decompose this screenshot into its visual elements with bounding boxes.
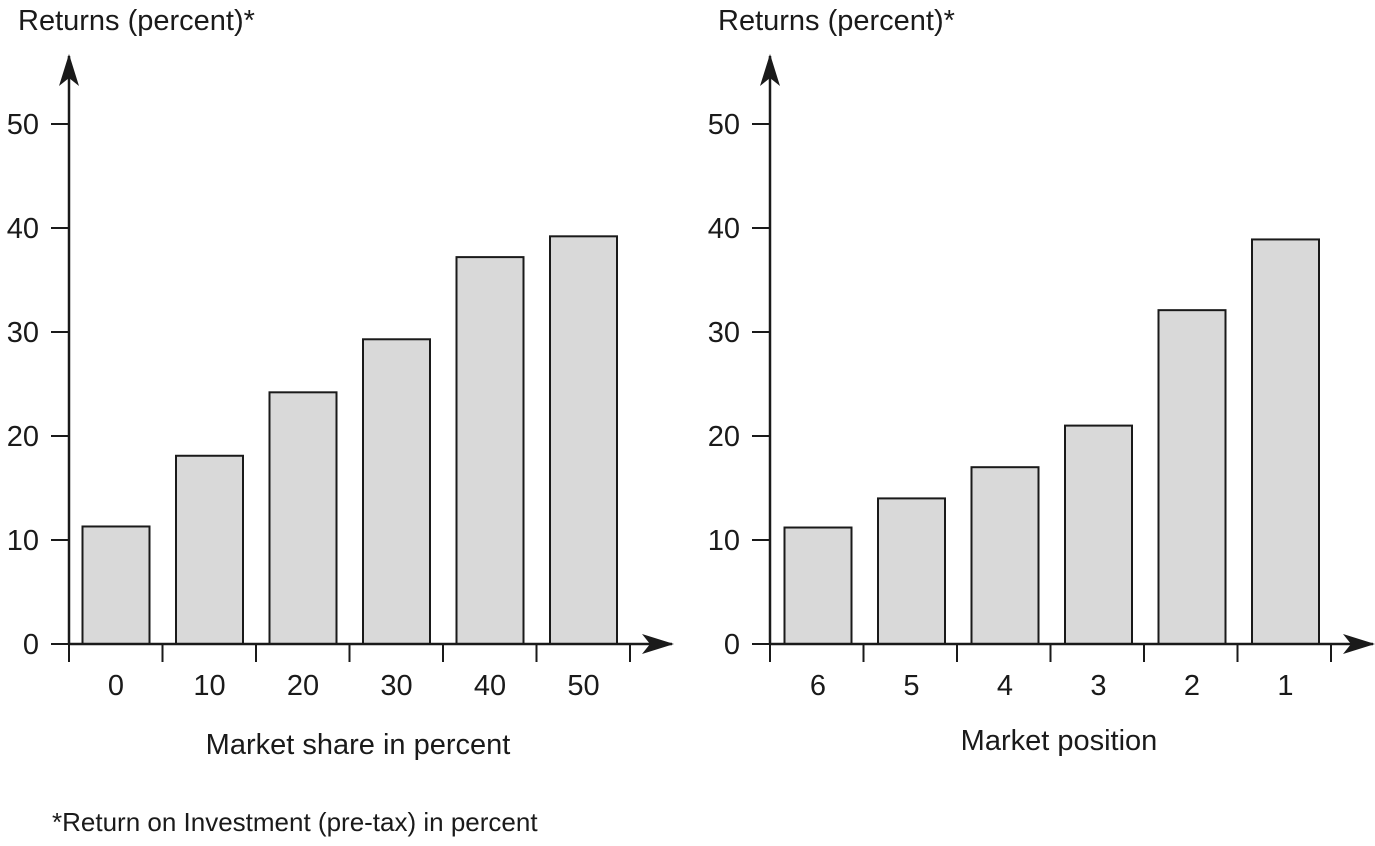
x-tick-label-4: 4 — [997, 670, 1013, 702]
x-tick-label-30: 30 — [380, 670, 412, 702]
x-tick-label-3: 3 — [1090, 670, 1106, 702]
bar-1 — [1251, 238, 1320, 645]
y-tick-label-40: 40 — [7, 213, 39, 245]
axes — [51, 54, 674, 662]
footnote: *Return on Investment (pre-tax) in perce… — [52, 807, 538, 837]
x-tick-label-40: 40 — [474, 670, 506, 702]
x-axis-title: Market share in percent — [206, 729, 511, 761]
x-tick-label-1: 1 — [1277, 670, 1293, 702]
bar-6 — [783, 526, 853, 646]
y-tick-label-10: 10 — [708, 525, 740, 557]
bars — [783, 238, 1320, 646]
market-share-chart: Returns (percent)* 0 10 20 30 40 50 0 10 20 30 40… — [7, 5, 674, 761]
x-tick-label-5: 5 — [903, 670, 919, 702]
axes — [752, 54, 1375, 662]
bar-3 — [1064, 424, 1133, 645]
y-tick-label-20: 20 — [708, 421, 740, 453]
y-axis-title: Returns (percent)* — [18, 5, 255, 37]
market-position-chart: Returns (percent)* 0 10 20 30 40 50 6 5 4 3 2 1 Ma… — [708, 5, 1375, 757]
bar-0 — [81, 525, 151, 645]
y-tick-label-20: 20 — [7, 421, 39, 453]
y-tick-label-30: 30 — [708, 317, 740, 349]
bar-50 — [549, 235, 618, 645]
x-tick-label-20: 20 — [287, 670, 319, 702]
bars — [81, 235, 618, 646]
x-tick-label-0: 0 — [108, 670, 124, 702]
x-tick-label-10: 10 — [193, 670, 225, 702]
bar-30 — [362, 338, 431, 645]
bar-20 — [268, 391, 338, 645]
bar-40 — [455, 256, 525, 645]
y-tick-label-10: 10 — [7, 525, 39, 557]
y-axis-title: Returns (percent)* — [718, 5, 955, 37]
x-tick-labels: 0 10 20 30 40 50 — [108, 670, 600, 702]
x-tick-label-2: 2 — [1184, 670, 1200, 702]
y-tick-label-0: 0 — [23, 629, 39, 661]
bar-2 — [1157, 309, 1227, 645]
bar-10 — [175, 454, 244, 646]
x-tick-labels: 6 5 4 3 2 1 — [810, 670, 1294, 702]
bar-4 — [970, 466, 1040, 646]
y-tick-label-50: 50 — [708, 109, 740, 141]
y-tick-label-50: 50 — [7, 109, 39, 141]
y-tick-labels: 0 10 20 30 40 50 — [7, 109, 39, 661]
x-tick-label-50: 50 — [567, 670, 599, 702]
y-tick-label-30: 30 — [7, 317, 39, 349]
x-axis-title: Market position — [961, 725, 1158, 757]
bar-5 — [877, 497, 946, 645]
y-tick-label-40: 40 — [708, 213, 740, 245]
y-tick-label-0: 0 — [724, 629, 740, 661]
x-tick-label-6: 6 — [810, 670, 826, 702]
y-tick-labels: 0 10 20 30 40 50 — [708, 109, 740, 661]
